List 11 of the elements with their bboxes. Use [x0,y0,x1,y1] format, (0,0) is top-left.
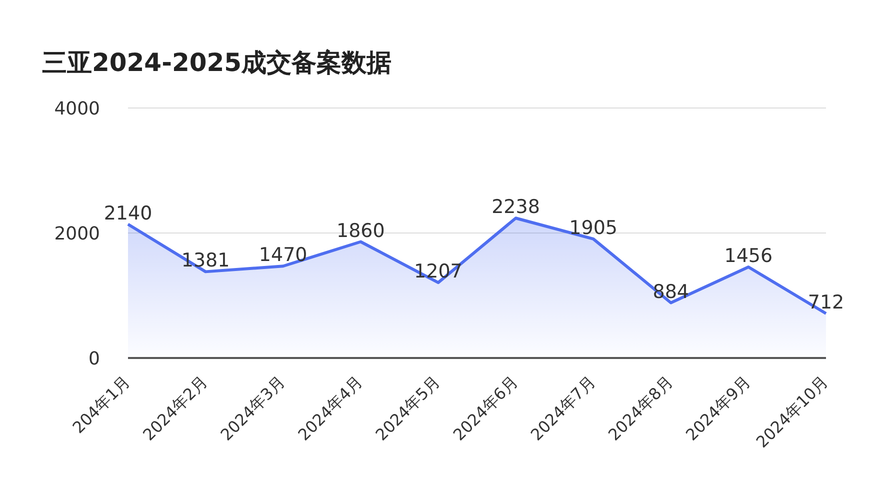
data-label: 2140 [104,202,152,224]
y-tick-label: 4000 [54,98,100,120]
data-label: 1470 [258,244,308,266]
data-label: 1456 [724,245,773,267]
chart-title: 三亚2024-2025成交备案数据 [42,47,392,79]
data-label: 1905 [569,216,618,239]
data-label: 712 [808,292,844,314]
data-label: 2238 [492,196,540,218]
data-label: 1860 [336,220,385,242]
y-tick-label: 0 [88,348,100,370]
y-tick-label: 2000 [54,223,100,244]
